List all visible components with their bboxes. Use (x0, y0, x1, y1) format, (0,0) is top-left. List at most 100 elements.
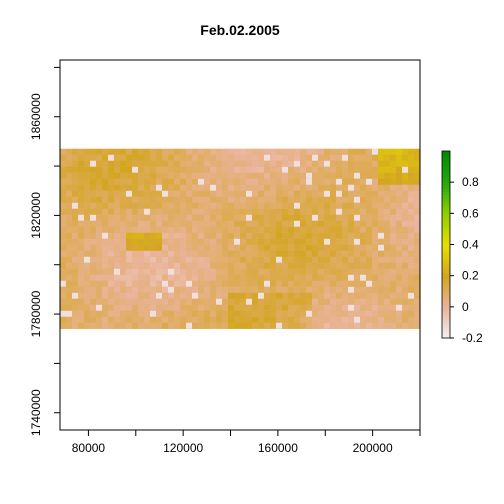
raster-cell (252, 172, 258, 179)
raster-cell (312, 184, 318, 191)
raster-cell (162, 208, 168, 215)
raster-cell (198, 154, 204, 161)
raster-cell (186, 274, 192, 281)
raster-cell (186, 310, 192, 317)
raster-cell (72, 166, 78, 173)
raster-cell (294, 166, 300, 173)
raster-cell (336, 226, 342, 233)
raster-cell (264, 280, 270, 287)
raster-cell (288, 256, 294, 263)
raster-cell (216, 208, 222, 215)
raster-cell (246, 310, 252, 317)
raster-cell (336, 154, 342, 161)
raster-cell (102, 178, 108, 185)
raster-cell (234, 226, 240, 233)
raster-cell (372, 280, 378, 287)
raster-cell (384, 280, 390, 287)
raster-cell (342, 322, 348, 329)
raster-cell (276, 184, 282, 191)
colorbar-segment (442, 200, 450, 205)
raster-cell (408, 202, 414, 209)
raster-cell (96, 280, 102, 287)
raster-cell (96, 304, 102, 311)
raster-cell (120, 202, 126, 209)
raster-cell (186, 262, 192, 269)
raster-cell (138, 298, 144, 305)
raster-cell (144, 208, 150, 215)
raster-cell (132, 148, 138, 155)
raster-cell (294, 220, 300, 227)
raster-cell (168, 232, 174, 239)
raster-cell (180, 226, 186, 233)
raster-cell (186, 256, 192, 263)
colorbar-segment (442, 294, 450, 298)
raster-cell (366, 196, 372, 203)
raster-cell (270, 160, 276, 167)
raster-cell (414, 202, 420, 209)
raster-cell (408, 298, 414, 305)
raster-cell (108, 286, 114, 293)
raster-cell (306, 214, 312, 221)
raster-cell (186, 304, 192, 311)
raster-cell (204, 310, 210, 317)
raster-cell (102, 292, 108, 299)
colorbar-segment (442, 322, 450, 327)
raster-cell (90, 196, 96, 203)
raster-cell (282, 214, 288, 221)
raster-cell (384, 250, 390, 257)
raster-cell (414, 286, 420, 293)
raster-cell (384, 238, 390, 245)
raster-cell (96, 148, 102, 155)
raster-cell (240, 232, 246, 239)
raster-cell (108, 298, 114, 305)
raster-cell (396, 316, 402, 323)
raster-cell (198, 208, 204, 215)
raster-cell (78, 190, 84, 197)
raster-cell (360, 184, 366, 191)
raster-cell (234, 178, 240, 185)
raster-cell (222, 196, 228, 203)
raster-cell (360, 196, 366, 203)
raster-cell (90, 208, 96, 215)
colorbar-segment (442, 309, 450, 314)
raster-cell (354, 160, 360, 167)
raster-cell (180, 154, 186, 161)
raster-cell (414, 154, 420, 161)
raster-cell (228, 202, 234, 209)
raster-cell (348, 178, 354, 185)
raster-cell (222, 280, 228, 287)
raster-cell (180, 262, 186, 269)
raster-cell (246, 274, 252, 281)
raster-cell (384, 292, 390, 299)
raster-cell (378, 202, 384, 209)
raster-cell (84, 244, 90, 251)
raster-cell (192, 310, 198, 317)
raster-cell (204, 292, 210, 299)
raster-cell (102, 202, 108, 209)
raster-cell (414, 268, 420, 275)
raster-cell (234, 286, 240, 293)
raster-cell (114, 226, 120, 233)
raster-cell (192, 316, 198, 323)
raster-cell (414, 208, 420, 215)
raster-cell (162, 232, 168, 239)
raster-cell (60, 166, 66, 173)
raster-cell (114, 280, 120, 287)
raster-cell (114, 208, 120, 215)
raster-cell (318, 160, 324, 167)
raster-cell (66, 220, 72, 227)
raster-cell (372, 232, 378, 239)
raster-cell (270, 226, 276, 233)
raster-cell (78, 220, 84, 227)
raster-cell (198, 196, 204, 203)
raster-cell (222, 172, 228, 179)
raster-cell (366, 268, 372, 275)
raster-cell (138, 184, 144, 191)
raster-cell (84, 286, 90, 293)
raster-cell (270, 274, 276, 281)
raster-cell (312, 208, 318, 215)
raster-cell (348, 286, 354, 293)
raster-cell (360, 322, 366, 329)
raster-cell (156, 178, 162, 185)
raster-cell (216, 322, 222, 329)
